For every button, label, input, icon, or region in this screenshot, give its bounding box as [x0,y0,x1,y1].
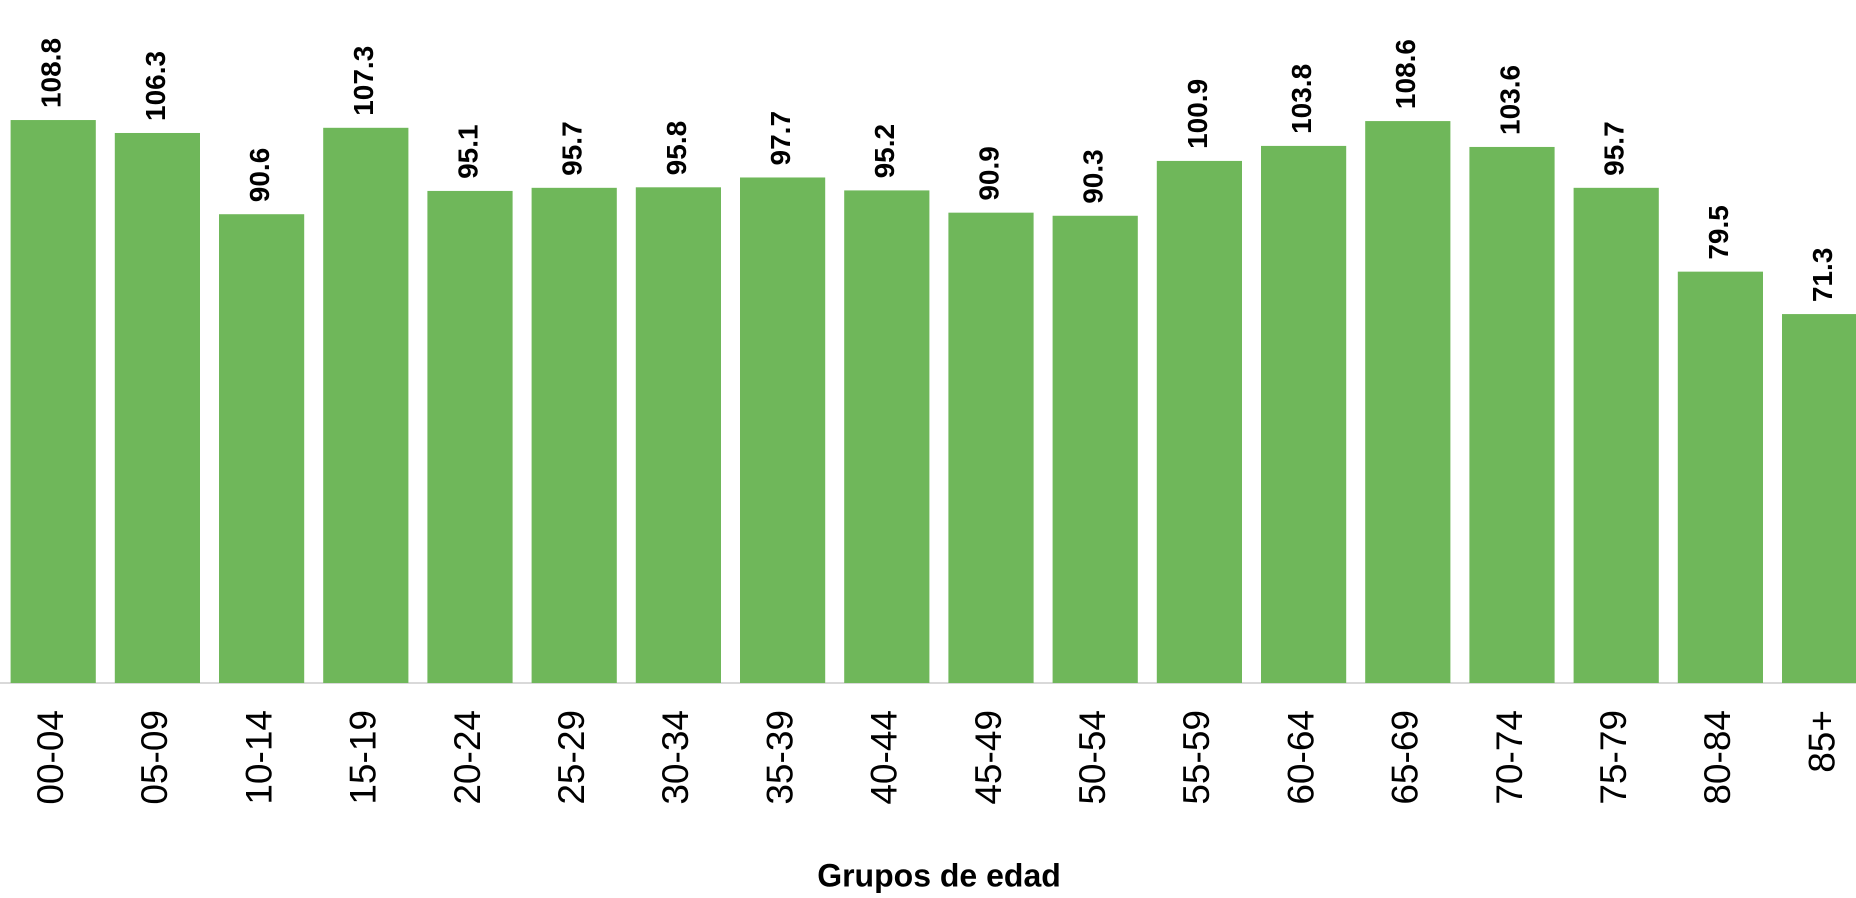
bar [740,177,826,684]
value-label: 108.6 [1390,39,1421,109]
bar [1469,146,1555,683]
bar [1573,187,1659,683]
value-label: 71.3 [1807,248,1838,303]
value-label: 95.7 [1599,121,1630,176]
x-tick-label: 20-24 [447,710,488,805]
x-tick-label: 05-09 [134,710,175,805]
bar [1261,145,1347,683]
value-label: 95.7 [557,121,588,176]
bar [1052,215,1138,683]
bar [531,187,617,683]
bar [1782,314,1856,683]
value-label: 90.9 [973,146,1004,201]
value-label: 95.2 [869,124,900,179]
x-tick-label: 10-14 [238,710,279,805]
bar [114,132,200,683]
x-tick-label: 75-79 [1593,710,1634,805]
value-label: 100.9 [1182,79,1213,149]
x-tick-label: 80-84 [1697,710,1738,805]
bar [1156,160,1242,683]
x-tick-label: 60-64 [1280,710,1321,805]
x-tick-label: 50-54 [1072,710,1113,805]
bar [427,190,513,683]
bar [10,120,96,684]
x-axis-title: Grupos de edad [817,857,1061,893]
bar [1365,121,1451,683]
x-tick-label: 85+ [1801,710,1842,773]
value-label: 95.8 [661,121,692,176]
x-tick-label: 30-34 [655,710,696,805]
value-label: 103.6 [1494,65,1525,135]
bar [323,127,409,684]
x-tick-label: 15-19 [343,710,384,805]
bar [635,187,721,684]
x-tick-label: 00-04 [30,710,71,805]
value-label: 95.1 [452,124,483,179]
value-label: 90.6 [244,148,275,203]
value-label: 103.8 [1286,64,1317,134]
x-tick-label: 55-59 [1176,710,1217,805]
value-label: 108.8 [36,38,67,108]
bar [844,190,930,684]
value-label: 79.5 [1703,205,1734,260]
bar [948,212,1034,683]
value-label: 90.3 [1078,149,1109,204]
x-tick-label: 65-69 [1385,710,1426,805]
value-label: 97.7 [765,111,796,166]
x-tick-label: 35-39 [759,710,800,805]
x-tick-label: 25-29 [551,710,592,805]
x-tick-label: 40-44 [864,710,905,805]
x-tick-label: 45-49 [968,710,1009,805]
x-tick-label: 70-74 [1489,710,1530,805]
bar [1677,271,1763,683]
value-label: 106.3 [140,51,171,121]
bar [219,214,305,684]
value-label: 107.3 [348,46,379,116]
